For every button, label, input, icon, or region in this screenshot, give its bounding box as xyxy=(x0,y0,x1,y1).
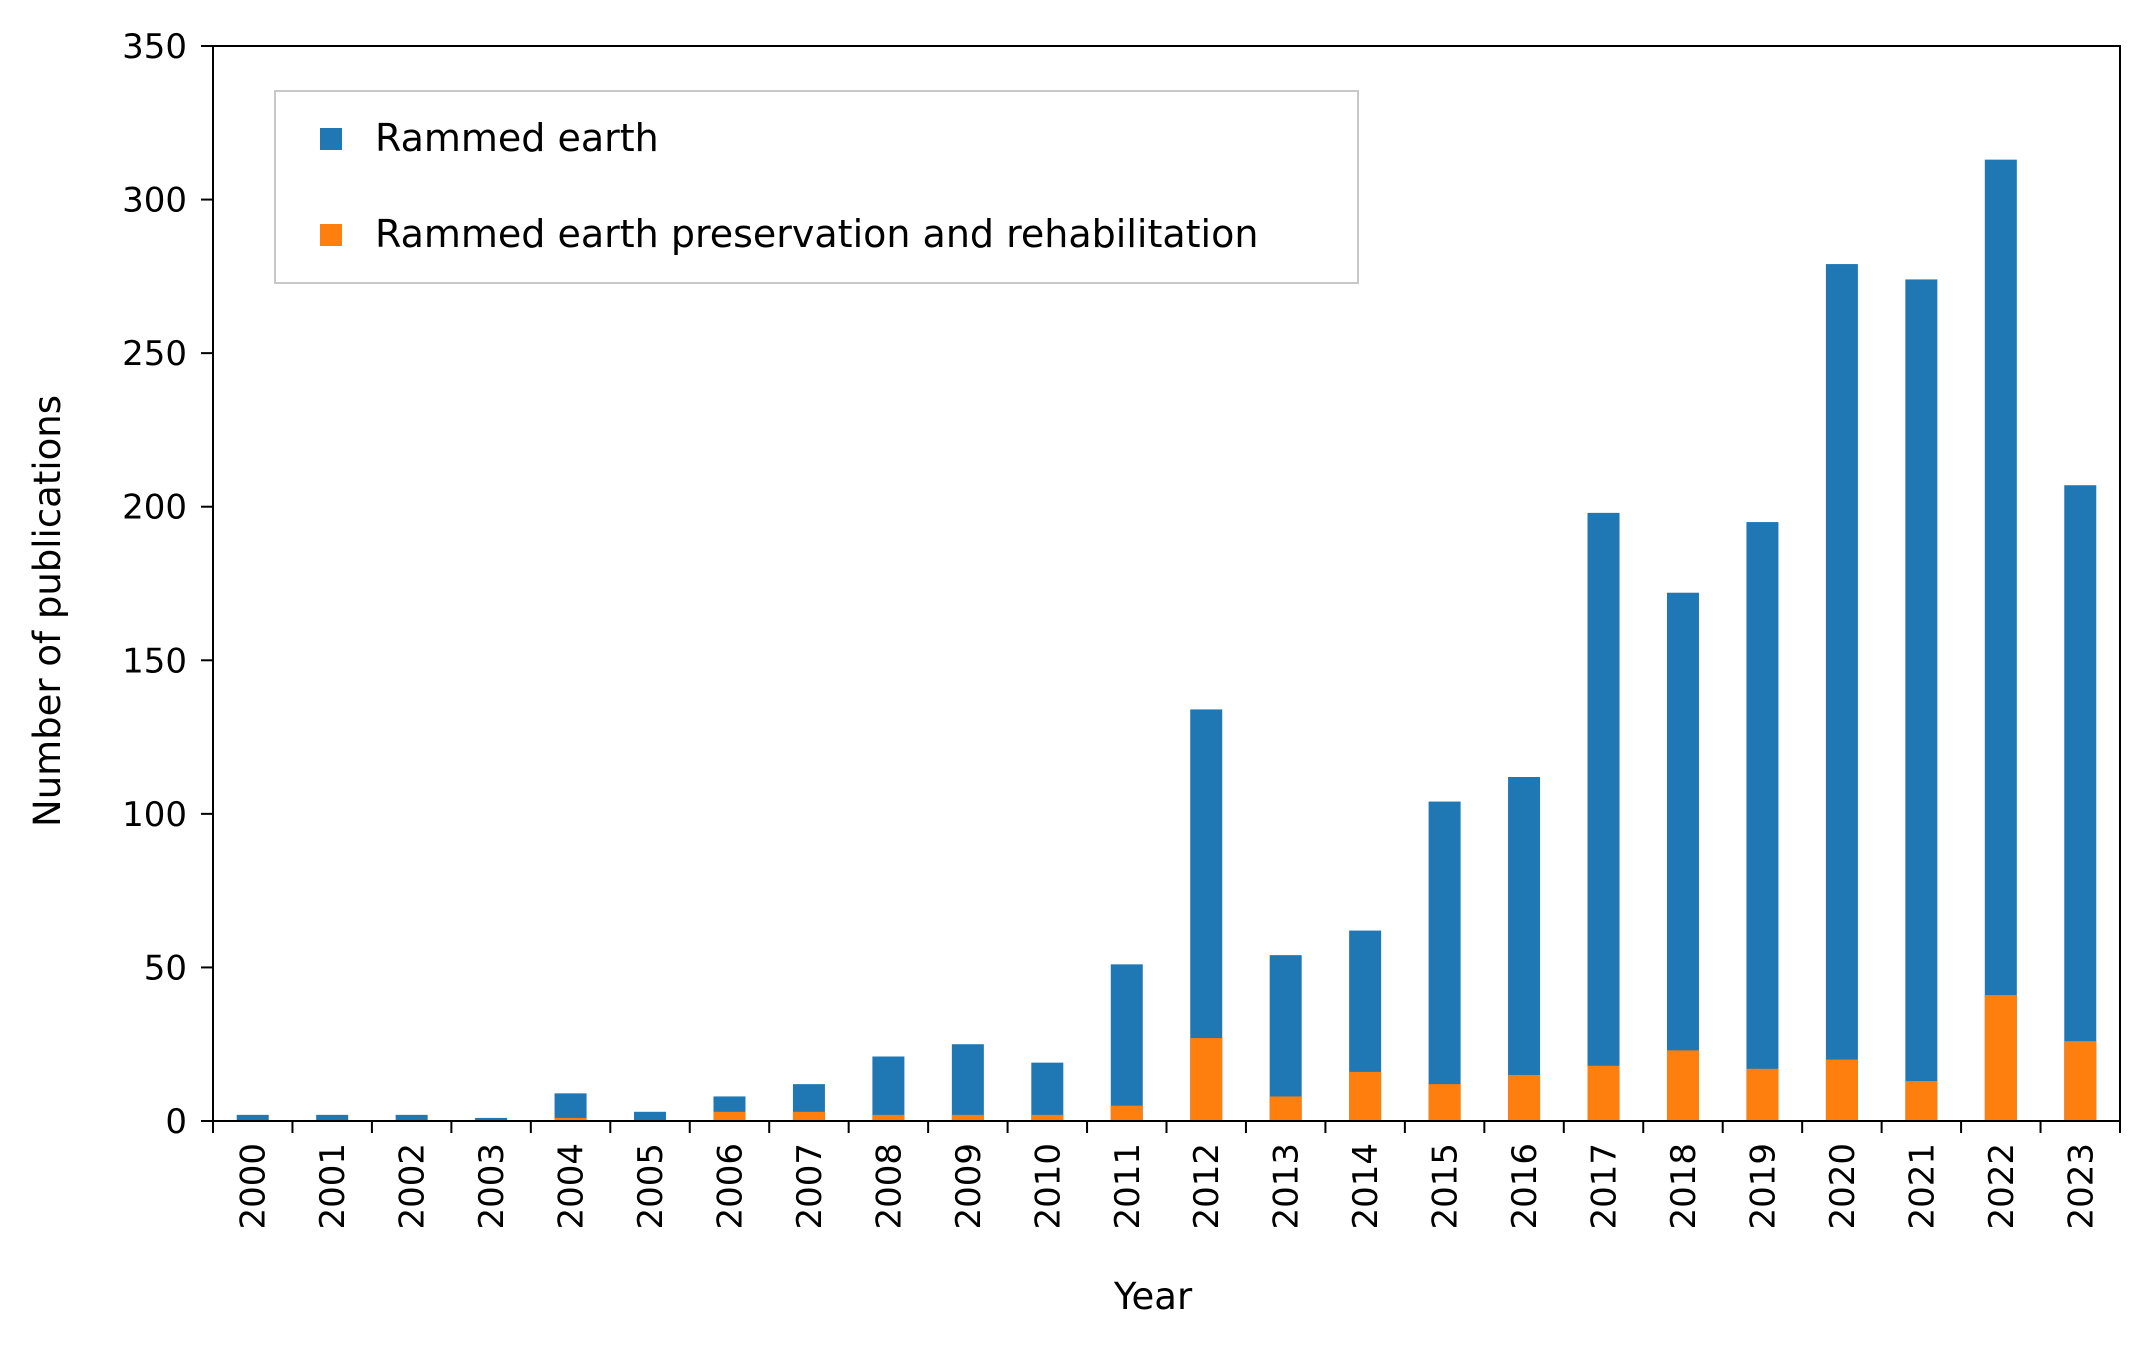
bar-preservation-2013 xyxy=(1269,1096,1302,1121)
bar-rammed-earth-2002 xyxy=(395,1114,428,1121)
x-tick-label: 2019 xyxy=(1743,1143,1783,1230)
bar-rammed-earth-2003 xyxy=(475,1117,508,1121)
x-tick-label: 2008 xyxy=(869,1143,909,1230)
x-tick-label: 2005 xyxy=(631,1143,671,1230)
bar-preservation-2021 xyxy=(1905,1081,1938,1121)
bar-rammed-earth-2009 xyxy=(951,1044,984,1121)
bar-rammed-earth-2023 xyxy=(2064,485,2097,1121)
bar-preservation-2022 xyxy=(1984,995,2017,1121)
legend-swatch-preservation xyxy=(320,224,342,246)
bar-rammed-earth-2001 xyxy=(316,1114,349,1121)
bar-preservation-2014 xyxy=(1349,1071,1382,1121)
bar-rammed-earth-2016 xyxy=(1508,777,1541,1121)
preservation-bars xyxy=(554,995,2097,1121)
bar-rammed-earth-2005 xyxy=(634,1111,667,1121)
x-tick-label: 2007 xyxy=(790,1143,830,1230)
bar-preservation-2012 xyxy=(1190,1038,1223,1121)
legend-frame xyxy=(274,90,1359,284)
x-axis-title: Year xyxy=(1113,1275,1193,1318)
x-tick-label: 2002 xyxy=(393,1143,433,1230)
bar-preservation-2007 xyxy=(792,1111,825,1121)
y-tick-label: 0 xyxy=(165,1102,187,1142)
x-tick-label: 2012 xyxy=(1187,1143,1227,1230)
x-tick-label: 2006 xyxy=(710,1143,750,1230)
bar-rammed-earth-2000 xyxy=(236,1114,269,1121)
bar-preservation-2008 xyxy=(872,1114,905,1121)
x-tick-label: 2004 xyxy=(552,1143,592,1230)
bar-preservation-2023 xyxy=(2064,1041,2097,1121)
x-tick-label: 2016 xyxy=(1505,1143,1545,1230)
bar-rammed-earth-2004 xyxy=(554,1093,587,1121)
y-tick-label: 50 xyxy=(144,948,187,988)
bar-preservation-2004 xyxy=(554,1117,587,1121)
legend: Rammed earth Rammed earth preservation a… xyxy=(274,90,1359,284)
x-tick-label: 2001 xyxy=(313,1143,353,1230)
bar-preservation-2020 xyxy=(1825,1059,1858,1121)
legend-label-preservation: Rammed earth preservation and rehabilita… xyxy=(375,212,1258,256)
x-tick-label: 2021 xyxy=(1902,1143,1942,1230)
bar-preservation-2009 xyxy=(951,1114,984,1121)
bar-preservation-2018 xyxy=(1666,1050,1699,1121)
x-tick-label: 2009 xyxy=(949,1143,989,1230)
y-tick-label: 150 xyxy=(122,641,187,681)
y-tick-label: 100 xyxy=(122,795,187,835)
y-tick-label: 350 xyxy=(122,27,187,67)
x-tick-label: 2015 xyxy=(1426,1143,1466,1230)
bar-rammed-earth-2013 xyxy=(1269,955,1302,1121)
x-tick-label: 2011 xyxy=(1108,1143,1148,1230)
x-tick-label: 2014 xyxy=(1346,1143,1386,1230)
rammed-earth-bars xyxy=(236,159,2097,1122)
x-tick-label: 2003 xyxy=(472,1143,512,1230)
x-tick-label: 2013 xyxy=(1267,1143,1307,1230)
bar-preservation-2006 xyxy=(713,1111,746,1121)
legend-swatch-rammed-earth xyxy=(320,128,342,150)
x-tick-label: 2022 xyxy=(1982,1143,2022,1230)
bar-preservation-2011 xyxy=(1110,1105,1143,1121)
y-tick-label: 300 xyxy=(122,181,187,221)
bar-rammed-earth-2010 xyxy=(1031,1062,1064,1121)
x-tick-label: 2023 xyxy=(2061,1143,2101,1230)
x-tick-label: 2010 xyxy=(1028,1143,1068,1230)
bar-preservation-2015 xyxy=(1428,1084,1461,1121)
x-tick-label: 2020 xyxy=(1823,1143,1863,1230)
bar-rammed-earth-2008 xyxy=(872,1056,905,1121)
bar-rammed-earth-2011 xyxy=(1110,964,1143,1121)
y-axis-ticks: 0 50 100 150 200 250 300 350 xyxy=(122,27,213,1142)
bar-preservation-2010 xyxy=(1031,1114,1064,1121)
y-tick-label: 200 xyxy=(122,488,187,528)
bar-rammed-earth-2015 xyxy=(1428,801,1461,1121)
bar-preservation-2017 xyxy=(1587,1065,1620,1121)
bar-preservation-2019 xyxy=(1746,1068,1779,1121)
x-tick-label: 2000 xyxy=(234,1143,274,1230)
legend-label-rammed-earth: Rammed earth xyxy=(375,116,659,160)
y-axis-title: Number of publications xyxy=(26,395,69,827)
x-tick-label: 2017 xyxy=(1585,1143,1625,1230)
bar-rammed-earth-2017 xyxy=(1587,512,1620,1121)
x-tick-label: 2018 xyxy=(1664,1143,1704,1230)
bar-rammed-earth-2022 xyxy=(1984,159,2017,1122)
bar-rammed-earth-2019 xyxy=(1746,522,1779,1121)
bar-rammed-earth-2018 xyxy=(1666,592,1699,1121)
x-axis-ticks: 2000 2001 2002 2003 2004 2005 2006 2007 2008 2009… xyxy=(212,1121,2121,1230)
bar-preservation-2016 xyxy=(1508,1074,1541,1121)
y-tick-label: 250 xyxy=(122,334,187,374)
bar-rammed-earth-2021 xyxy=(1905,279,1938,1121)
bar-rammed-earth-2020 xyxy=(1825,264,1858,1122)
